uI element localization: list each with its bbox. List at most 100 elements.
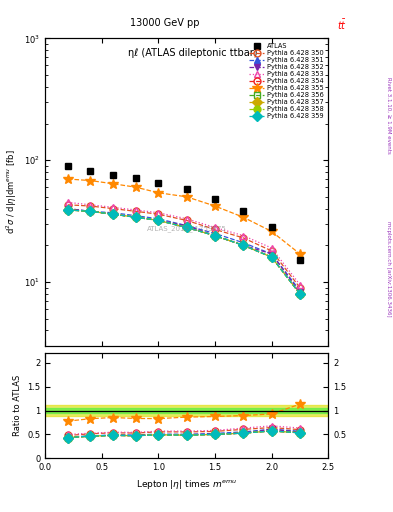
Line: Pythia 6.428 351: Pythia 6.428 351 — [64, 205, 303, 294]
Pythia 6.428 359 — [66, 207, 70, 213]
Pythia 6.428 350 — [269, 248, 274, 254]
Pythia 6.428 355 — [111, 181, 116, 187]
ATLAS — [133, 175, 138, 181]
Pythia 6.428 358 — [269, 254, 274, 260]
Pythia 6.428 352 — [66, 205, 70, 211]
Pythia 6.428 355 — [241, 214, 246, 220]
ATLAS — [111, 173, 116, 179]
Pythia 6.428 352 — [241, 242, 246, 248]
Pythia 6.428 350 — [241, 235, 246, 241]
Pythia 6.428 351 — [88, 208, 93, 215]
Pythia 6.428 350 — [66, 202, 70, 208]
Pythia 6.428 350 — [184, 218, 189, 224]
Pythia 6.428 351 — [298, 287, 302, 293]
Pythia 6.428 357 — [111, 211, 116, 217]
Pythia 6.428 354 — [184, 224, 189, 230]
Pythia 6.428 356 — [213, 232, 217, 239]
Pythia 6.428 354 — [111, 211, 116, 217]
Pythia 6.428 352 — [213, 232, 217, 239]
Text: 13000 GeV pp: 13000 GeV pp — [130, 18, 200, 28]
Pythia 6.428 351 — [111, 210, 116, 216]
Pythia 6.428 351 — [184, 223, 189, 229]
Pythia 6.428 356 — [111, 211, 116, 217]
Pythia 6.428 350 — [298, 285, 302, 291]
Pythia 6.428 355 — [298, 251, 302, 257]
Legend: ATLAS, Pythia 6.428 350, Pythia 6.428 351, Pythia 6.428 352, Pythia 6.428 353, P: ATLAS, Pythia 6.428 350, Pythia 6.428 35… — [248, 42, 325, 120]
Pythia 6.428 353 — [184, 216, 189, 222]
Bar — [45, 408, 328, 413]
Pythia 6.428 354 — [133, 214, 138, 220]
Pythia 6.428 350 — [133, 208, 138, 215]
ATLAS — [88, 167, 93, 174]
Line: Pythia 6.428 353: Pythia 6.428 353 — [64, 199, 303, 288]
Pythia 6.428 352 — [133, 214, 138, 220]
Pythia 6.428 357 — [66, 207, 70, 213]
Pythia 6.428 351 — [213, 230, 217, 237]
Pythia 6.428 352 — [269, 251, 274, 257]
Pythia 6.428 353 — [156, 210, 161, 216]
Pythia 6.428 356 — [241, 242, 246, 248]
Pythia 6.428 359 — [184, 224, 189, 230]
Line: Pythia 6.428 357: Pythia 6.428 357 — [64, 206, 303, 297]
Pythia 6.428 354 — [66, 207, 70, 213]
Line: ATLAS: ATLAS — [65, 163, 303, 263]
Pythia 6.428 359 — [241, 242, 246, 248]
Pythia 6.428 358 — [111, 211, 116, 217]
Text: Rivet 3.1.10, ≥ 1.9M events: Rivet 3.1.10, ≥ 1.9M events — [386, 77, 391, 154]
Pythia 6.428 359 — [156, 218, 161, 224]
Pythia 6.428 353 — [66, 199, 70, 205]
Pythia 6.428 352 — [111, 211, 116, 217]
ATLAS — [298, 258, 302, 264]
Line: Pythia 6.428 355: Pythia 6.428 355 — [63, 174, 305, 259]
Pythia 6.428 357 — [184, 224, 189, 230]
Y-axis label: Ratio to ATLAS: Ratio to ATLAS — [13, 375, 22, 436]
Pythia 6.428 352 — [298, 289, 302, 295]
Line: Pythia 6.428 356: Pythia 6.428 356 — [64, 206, 303, 297]
Pythia 6.428 356 — [133, 214, 138, 220]
Pythia 6.428 357 — [241, 242, 246, 248]
Pythia 6.428 352 — [156, 218, 161, 224]
Pythia 6.428 356 — [184, 224, 189, 230]
Text: ηℓ (ATLAS dileptonic ttbar): ηℓ (ATLAS dileptonic ttbar) — [128, 48, 257, 58]
Pythia 6.428 359 — [298, 291, 302, 297]
Pythia 6.428 358 — [88, 208, 93, 215]
Pythia 6.428 359 — [269, 254, 274, 260]
Pythia 6.428 355 — [269, 228, 274, 234]
Pythia 6.428 353 — [133, 207, 138, 213]
Pythia 6.428 357 — [269, 254, 274, 260]
Pythia 6.428 355 — [66, 176, 70, 182]
Pythia 6.428 353 — [88, 202, 93, 208]
Pythia 6.428 359 — [111, 211, 116, 217]
Text: mcplots.cern.ch [arXiv:1306.3436]: mcplots.cern.ch [arXiv:1306.3436] — [386, 221, 391, 316]
Pythia 6.428 350 — [213, 226, 217, 232]
Pythia 6.428 357 — [298, 291, 302, 297]
Line: Pythia 6.428 352: Pythia 6.428 352 — [64, 205, 303, 296]
Line: Pythia 6.428 354: Pythia 6.428 354 — [64, 206, 303, 297]
ATLAS — [241, 208, 246, 215]
Pythia 6.428 354 — [298, 291, 302, 297]
Y-axis label: d$^2\sigma$ / d|$\eta$|dm$^{emu}$ [fb]: d$^2\sigma$ / d|$\eta$|dm$^{emu}$ [fb] — [4, 150, 19, 234]
Pythia 6.428 350 — [88, 203, 93, 209]
Pythia 6.428 356 — [269, 254, 274, 260]
Pythia 6.428 354 — [269, 254, 274, 260]
Text: ATLAS_2019_I1759875: ATLAS_2019_I1759875 — [147, 225, 226, 232]
Pythia 6.428 359 — [88, 208, 93, 215]
Line: Pythia 6.428 359: Pythia 6.428 359 — [64, 206, 303, 297]
Pythia 6.428 353 — [241, 232, 246, 239]
Pythia 6.428 354 — [213, 232, 217, 239]
Pythia 6.428 359 — [213, 232, 217, 239]
Pythia 6.428 355 — [184, 194, 189, 200]
Bar — [45, 405, 328, 416]
ATLAS — [156, 180, 161, 186]
Pythia 6.428 353 — [298, 282, 302, 288]
Text: $t\bar{t}$: $t\bar{t}$ — [337, 18, 347, 32]
Pythia 6.428 358 — [213, 232, 217, 239]
Pythia 6.428 351 — [133, 212, 138, 219]
Pythia 6.428 355 — [156, 189, 161, 196]
Pythia 6.428 353 — [111, 204, 116, 210]
Pythia 6.428 351 — [269, 251, 274, 257]
Pythia 6.428 356 — [88, 208, 93, 215]
Pythia 6.428 358 — [156, 218, 161, 224]
Pythia 6.428 358 — [184, 224, 189, 230]
Pythia 6.428 358 — [66, 207, 70, 213]
